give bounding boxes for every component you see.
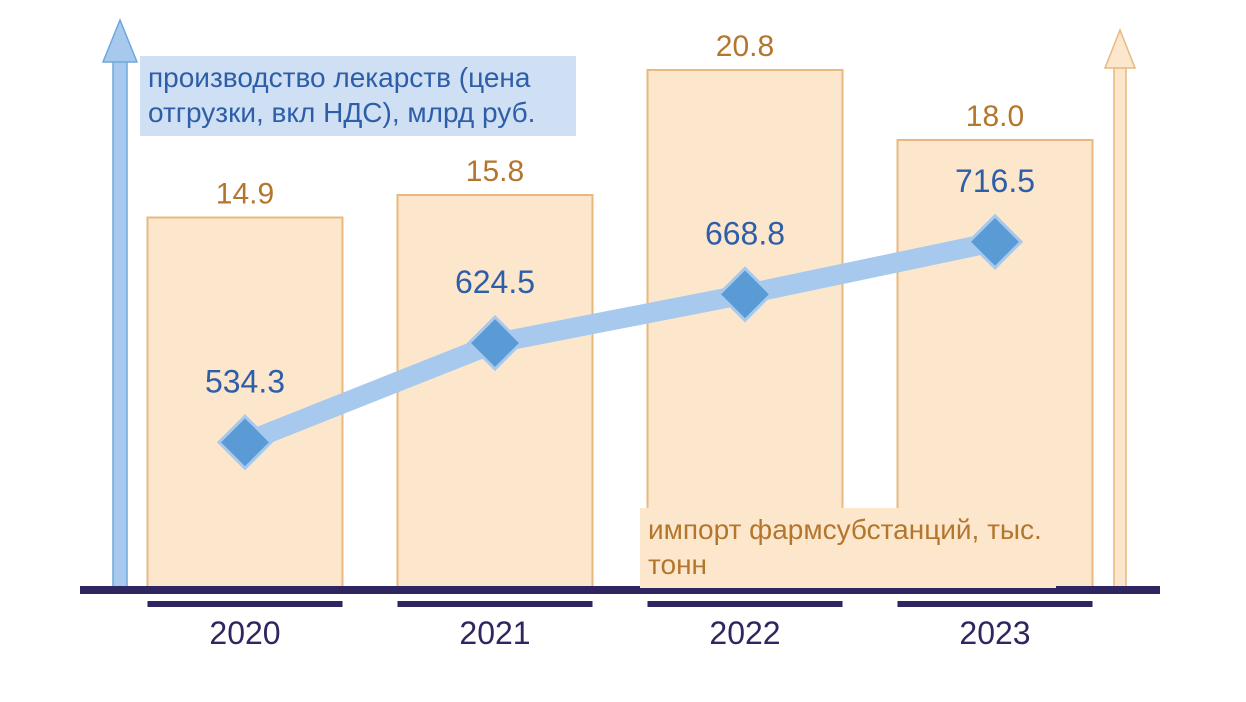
bar-value-label: 15.8 — [466, 155, 524, 188]
x-tick-label: 2023 — [959, 615, 1030, 651]
line-value-label: 624.5 — [455, 264, 535, 300]
legend-bar-series: импорт фармсубстанций, тыс. тонн — [640, 508, 1056, 588]
legend-bars-label: импорт фармсубстанций, тыс. тонн — [648, 514, 1042, 580]
line-series — [245, 242, 995, 442]
bar-value-label: 20.8 — [716, 30, 774, 63]
line-value-label: 668.8 — [705, 215, 785, 251]
line-value-label: 716.5 — [955, 163, 1035, 199]
line-value-label: 534.3 — [205, 363, 285, 399]
x-tick-label: 2022 — [709, 615, 780, 651]
legend-line-series: производство лекарств (цена отгрузки, вк… — [140, 56, 576, 136]
x-tick-label: 2020 — [209, 615, 280, 651]
bar-value-label: 14.9 — [216, 178, 274, 211]
bar — [148, 218, 343, 591]
x-tick-label: 2021 — [459, 615, 530, 651]
legend-line-label: производство лекарств (цена отгрузки, вк… — [148, 62, 535, 128]
bar-value-label: 18.0 — [966, 100, 1024, 133]
combo-chart: 14.9 15.8 20.8 18.0 2020 2021 2022 2023 534.3 624… — [0, 0, 1246, 702]
bar — [398, 195, 593, 590]
